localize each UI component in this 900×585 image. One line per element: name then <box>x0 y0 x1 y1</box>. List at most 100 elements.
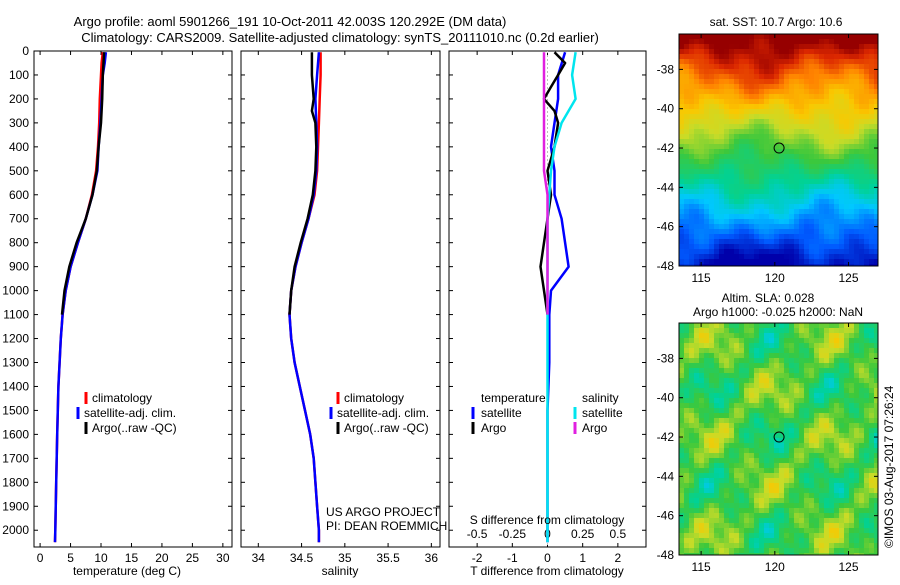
heatmap-cell <box>714 209 719 214</box>
heatmap-cell <box>869 553 874 555</box>
heatmap-cell <box>784 104 789 109</box>
heatmap-cell <box>759 433 764 438</box>
heatmap-cell <box>719 433 724 438</box>
heatmap-cell <box>794 194 799 199</box>
heatmap-cell <box>779 343 784 348</box>
heatmap-cell <box>724 74 729 79</box>
heatmap-cell <box>764 54 769 59</box>
heatmap-cell <box>829 149 834 154</box>
heatmap-cell <box>794 234 799 239</box>
heatmap-cell <box>859 74 864 79</box>
heatmap-cell <box>784 99 789 104</box>
heatmap-cell <box>719 358 724 363</box>
heatmap-cell <box>719 129 724 134</box>
heatmap-cell <box>764 518 769 523</box>
heatmap-cell <box>774 199 779 204</box>
heatmap-cell <box>754 34 759 39</box>
heatmap-cell <box>769 363 774 368</box>
heatmap-cell <box>699 254 704 259</box>
heatmap-cell <box>689 224 694 229</box>
heatmap-cell <box>684 368 689 373</box>
heatmap-cell <box>819 538 824 543</box>
heatmap-cell <box>704 149 709 154</box>
heatmap-cell <box>864 254 869 259</box>
heatmap-cell <box>719 174 724 179</box>
map-y-tick-label: -40 <box>657 102 675 116</box>
heatmap-cell <box>694 423 699 428</box>
heatmap-cell <box>794 264 799 266</box>
heatmap-cell <box>869 473 874 478</box>
heatmap-cell <box>684 483 689 488</box>
heatmap-cell <box>839 498 844 503</box>
heatmap-cell <box>764 259 769 264</box>
heatmap-cell <box>694 244 699 249</box>
heatmap-cell <box>784 44 789 49</box>
heatmap-cell <box>769 254 774 259</box>
heatmap-cell <box>719 199 724 204</box>
heatmap-cell <box>869 413 874 418</box>
heatmap-cell <box>719 383 724 388</box>
heatmap-cell <box>824 49 829 54</box>
heatmap-cell <box>814 244 819 249</box>
heatmap-cell <box>824 503 829 508</box>
heatmap-cell <box>684 328 689 333</box>
heatmap-cell <box>779 388 784 393</box>
heatmap-cell <box>684 473 689 478</box>
heatmap-cell <box>809 184 814 189</box>
heatmap-cell <box>839 169 844 174</box>
heatmap-cell <box>699 418 704 423</box>
heatmap-cell <box>684 184 689 189</box>
heatmap-cell <box>704 463 709 468</box>
heatmap-cell <box>739 508 744 513</box>
heatmap-cell <box>834 483 839 488</box>
heatmap-cell <box>689 423 694 428</box>
heatmap-cell <box>869 54 874 59</box>
heatmap-cell <box>854 124 859 129</box>
heatmap-cell <box>834 433 839 438</box>
heatmap-cell <box>824 189 829 194</box>
heatmap-cell <box>859 109 864 114</box>
heatmap-cell <box>854 194 859 199</box>
heatmap-cell <box>759 154 764 159</box>
heatmap-cell <box>864 433 869 438</box>
heatmap-cell <box>764 84 769 89</box>
heatmap-cell <box>824 498 829 503</box>
heatmap-cell <box>829 49 834 54</box>
heatmap-cell <box>694 39 699 44</box>
heatmap-cell <box>754 264 759 266</box>
heatmap-cell <box>734 59 739 64</box>
map-y-tick-label: -48 <box>657 259 675 273</box>
heatmap-cell <box>744 358 749 363</box>
heatmap-cell <box>769 239 774 244</box>
heatmap-cell <box>789 159 794 164</box>
heatmap-cell <box>739 478 744 483</box>
heatmap-cell <box>704 104 709 109</box>
heatmap-cell <box>839 408 844 413</box>
heatmap-cell <box>824 84 829 89</box>
heatmap-cell <box>719 204 724 209</box>
heatmap-cell <box>724 478 729 483</box>
heatmap-cell <box>819 204 824 209</box>
heatmap-cell <box>764 488 769 493</box>
heatmap-cell <box>754 214 759 219</box>
heatmap-cell <box>809 503 814 508</box>
heatmap-cell <box>704 468 709 473</box>
heatmap-cell <box>874 154 878 159</box>
heatmap-cell <box>719 34 724 39</box>
heatmap-cell <box>789 84 794 89</box>
heatmap-cell <box>749 493 754 498</box>
heatmap-cell <box>694 149 699 154</box>
heatmap-cell <box>684 119 689 124</box>
heatmap-cell <box>694 74 699 79</box>
heatmap-cell <box>769 508 774 513</box>
heatmap-cell <box>724 508 729 513</box>
heatmap-cell <box>809 348 814 353</box>
heatmap-cell <box>759 84 764 89</box>
heatmap-cell <box>729 478 734 483</box>
heatmap-cell <box>704 368 709 373</box>
heatmap-cell <box>719 443 724 448</box>
heatmap-cell <box>744 548 749 553</box>
heatmap-cell <box>804 174 809 179</box>
heatmap-cell <box>744 363 749 368</box>
heatmap-cell <box>834 538 839 543</box>
